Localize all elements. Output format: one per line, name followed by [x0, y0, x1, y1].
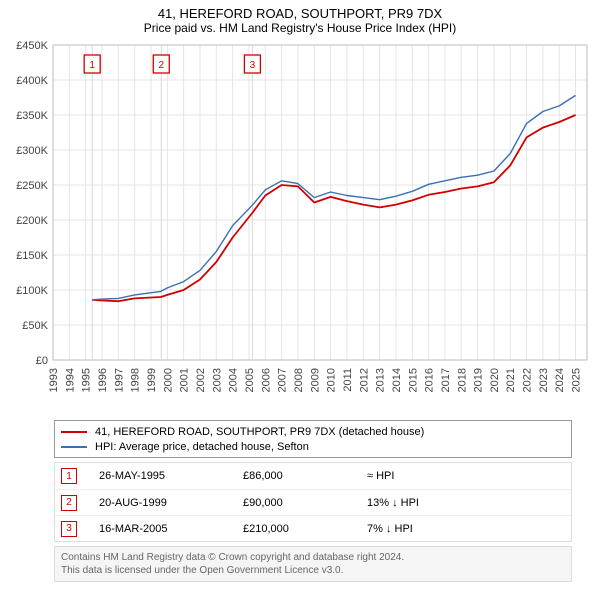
svg-text:£250K: £250K	[16, 180, 48, 192]
svg-text:2015: 2015	[407, 368, 419, 392]
svg-text:2002: 2002	[195, 368, 207, 392]
svg-text:2012: 2012	[358, 368, 370, 392]
legend-label: HPI: Average price, detached house, Seft…	[95, 441, 309, 453]
legend-swatch	[61, 431, 87, 433]
table-row: 1 26-MAY-1995 £86,000 ≈ HPI	[55, 463, 571, 489]
svg-text:2021: 2021	[505, 368, 517, 392]
attribution: Contains HM Land Registry data © Crown c…	[54, 546, 572, 582]
svg-text:3: 3	[250, 60, 256, 71]
svg-text:2017: 2017	[440, 368, 452, 392]
svg-text:2022: 2022	[522, 368, 534, 392]
txn-date: 20-AUG-1999	[99, 497, 239, 509]
svg-text:1: 1	[89, 60, 95, 71]
svg-text:£450K: £450K	[16, 40, 48, 52]
legend-label: 41, HEREFORD ROAD, SOUTHPORT, PR9 7DX (d…	[95, 426, 424, 438]
svg-text:£150K: £150K	[16, 250, 48, 262]
svg-text:2013: 2013	[375, 368, 387, 392]
txn-date: 16-MAR-2005	[99, 523, 239, 535]
txn-pct: ≈ HPI	[367, 470, 565, 482]
svg-text:2011: 2011	[342, 368, 354, 392]
svg-text:1999: 1999	[146, 368, 158, 392]
page-subtitle: Price paid vs. HM Land Registry's House …	[6, 21, 594, 35]
svg-text:1997: 1997	[113, 368, 125, 392]
svg-text:2025: 2025	[571, 368, 583, 392]
svg-text:2007: 2007	[277, 368, 289, 392]
attribution-line: This data is licensed under the Open Gov…	[61, 564, 565, 577]
txn-pct: 13% ↓ HPI	[367, 497, 565, 509]
svg-text:2019: 2019	[473, 368, 485, 392]
svg-text:2024: 2024	[554, 368, 566, 392]
svg-text:2016: 2016	[424, 368, 436, 392]
svg-text:1995: 1995	[81, 368, 93, 392]
txn-price: £90,000	[243, 497, 363, 509]
marker-icon: 2	[61, 495, 77, 511]
table-row: 3 16-MAR-2005 £210,000 7% ↓ HPI	[55, 515, 571, 541]
svg-text:1998: 1998	[130, 368, 142, 392]
svg-text:2001: 2001	[179, 368, 191, 392]
txn-date: 26-MAY-1995	[99, 470, 239, 482]
svg-text:2: 2	[158, 60, 164, 71]
txn-price: £210,000	[243, 523, 363, 535]
svg-text:2000: 2000	[162, 368, 174, 392]
legend-swatch	[61, 446, 87, 448]
svg-text:1994: 1994	[64, 368, 76, 392]
price-chart: £0 £50K £100K £150K £200K £250K £300K £350K £400…	[7, 39, 593, 414]
svg-text:2010: 2010	[326, 368, 338, 392]
svg-text:2005: 2005	[244, 368, 256, 392]
svg-text:2006: 2006	[260, 368, 272, 392]
page-title: 41, HEREFORD ROAD, SOUTHPORT, PR9 7DX	[6, 6, 594, 21]
svg-text:2008: 2008	[293, 368, 305, 392]
svg-text:£50K: £50K	[22, 320, 48, 332]
svg-text:2014: 2014	[391, 368, 403, 392]
legend: 41, HEREFORD ROAD, SOUTHPORT, PR9 7DX (d…	[54, 420, 572, 458]
svg-text:2009: 2009	[309, 368, 321, 392]
table-row: 2 20-AUG-1999 £90,000 13% ↓ HPI	[55, 489, 571, 515]
legend-row-hpi: HPI: Average price, detached house, Seft…	[61, 439, 565, 454]
marker-icon: 3	[61, 521, 77, 537]
attribution-line: Contains HM Land Registry data © Crown c…	[61, 551, 565, 564]
legend-row-property: 41, HEREFORD ROAD, SOUTHPORT, PR9 7DX (d…	[61, 424, 565, 439]
svg-text:£350K: £350K	[16, 110, 48, 122]
marker-icon: 1	[61, 468, 77, 484]
transactions-table: 1 26-MAY-1995 £86,000 ≈ HPI 2 20-AUG-199…	[54, 462, 572, 542]
svg-text:£300K: £300K	[16, 145, 48, 157]
svg-text:2023: 2023	[538, 368, 550, 392]
svg-text:1996: 1996	[97, 368, 109, 392]
txn-pct: 7% ↓ HPI	[367, 523, 565, 535]
svg-text:2003: 2003	[211, 368, 223, 392]
svg-text:£0: £0	[36, 355, 48, 367]
svg-text:2004: 2004	[228, 368, 240, 392]
svg-text:£100K: £100K	[16, 285, 48, 297]
svg-text:1993: 1993	[48, 368, 60, 392]
svg-text:2020: 2020	[489, 368, 501, 392]
svg-text:2018: 2018	[456, 368, 468, 392]
svg-text:£200K: £200K	[16, 215, 48, 227]
txn-price: £86,000	[243, 470, 363, 482]
svg-text:£400K: £400K	[16, 75, 48, 87]
